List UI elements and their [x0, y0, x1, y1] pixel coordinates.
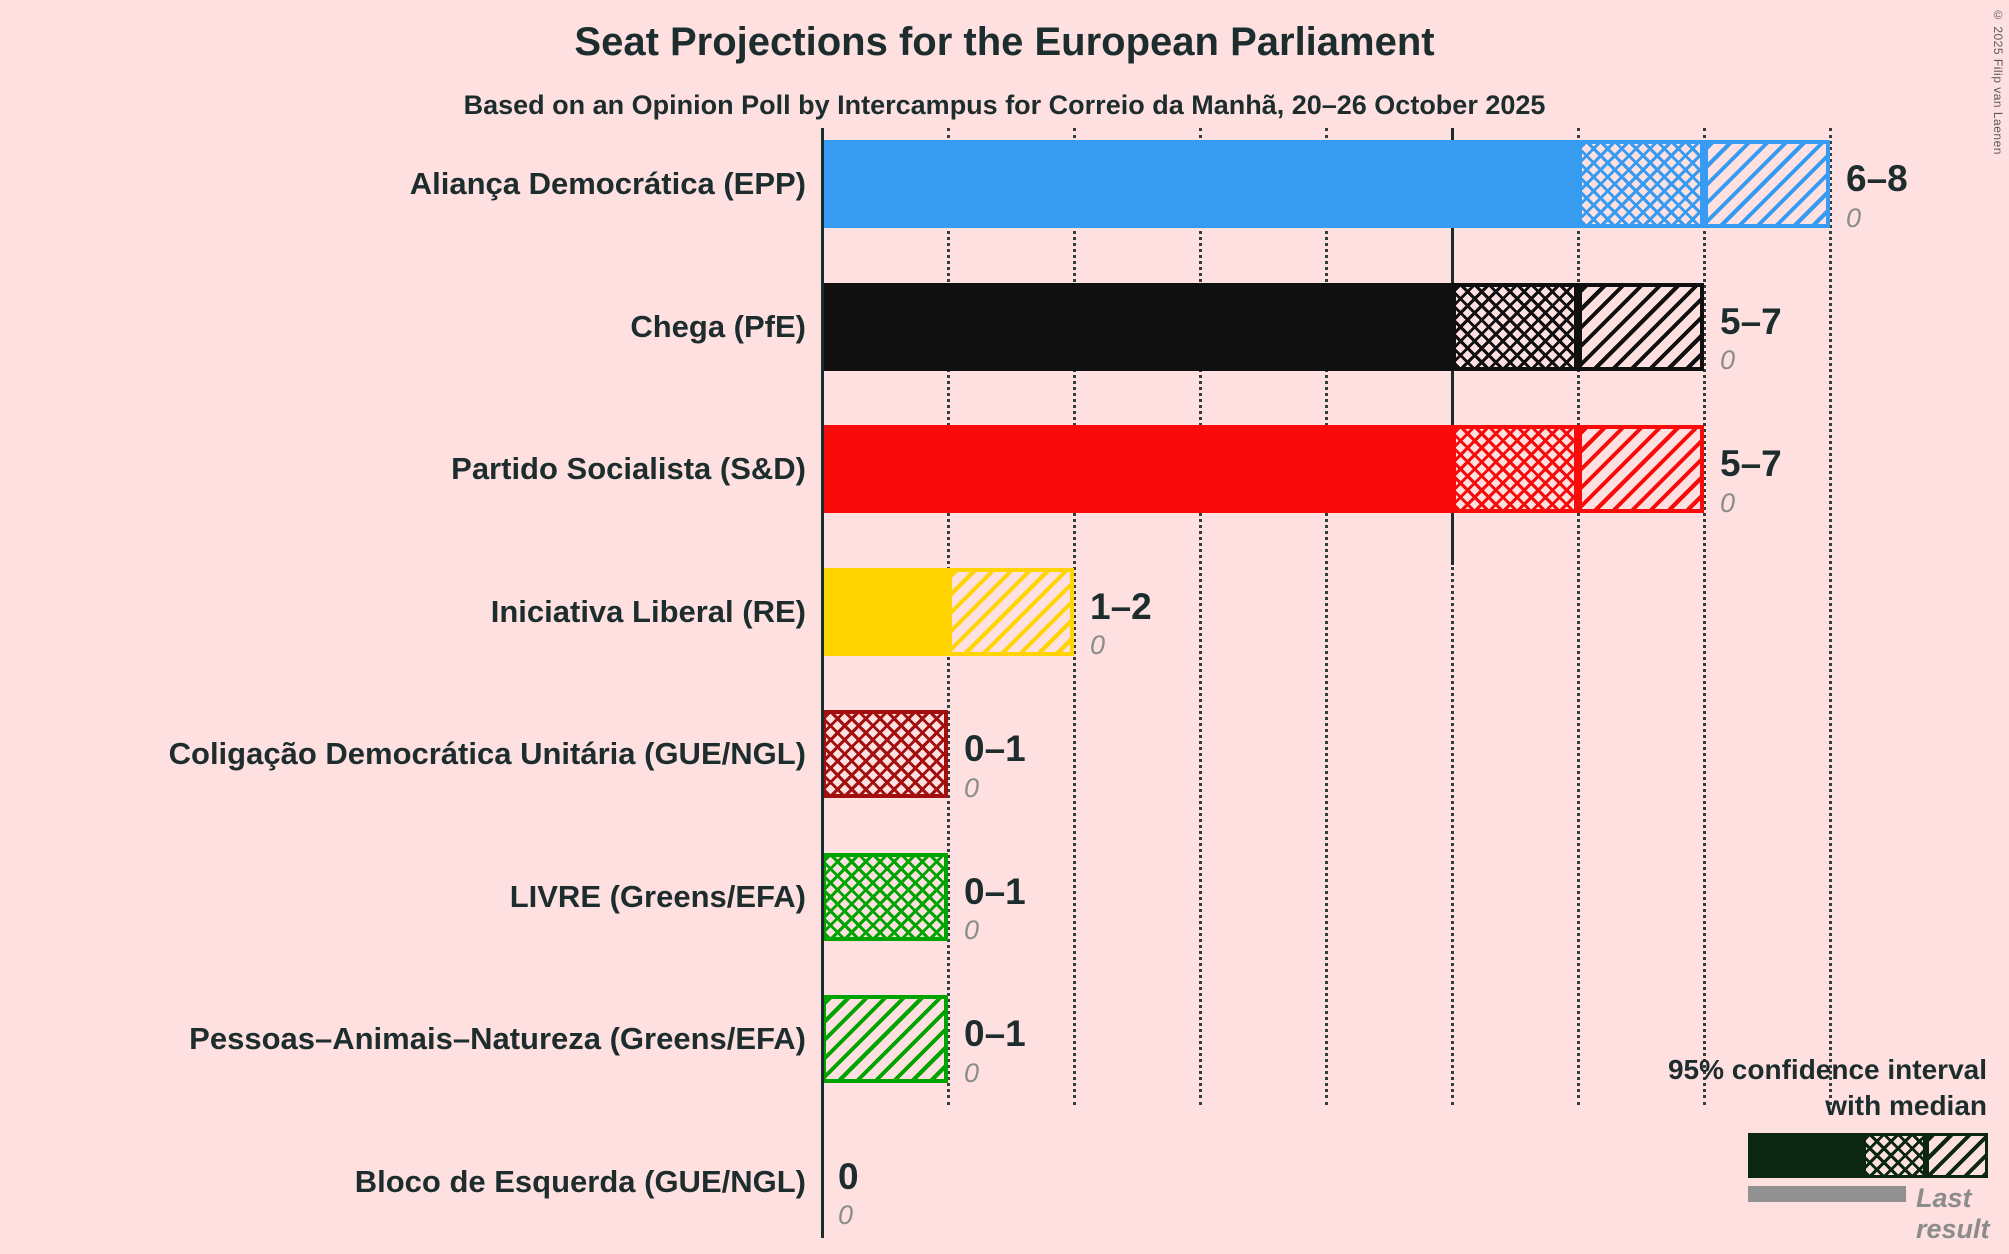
ci-range-label: 0–1 — [964, 728, 1026, 769]
gridline-seat-5 — [1450, 128, 1454, 1105]
legend-ci-label: 95% confidence interval with median — [1668, 1052, 1987, 1124]
chart-subtitle: Based on an Opinion Poll by Intercampus … — [463, 90, 1546, 120]
party-label: Partido Socialista (S&D) — [451, 451, 806, 486]
bar-solid — [822, 567, 948, 656]
ci-range-label: 0 — [838, 1155, 859, 1197]
party-label: Coligação Democrática Unitária (GUE/NGL) — [168, 736, 806, 771]
last-result-value: 0 — [838, 1200, 854, 1231]
bar-solid — [822, 140, 1578, 228]
bar-solid — [822, 282, 1452, 371]
party-label: Pessoas–Animais–Natureza (Greens/EFA) — [189, 1021, 806, 1056]
ci-range-label: 6–8 — [1846, 158, 1908, 199]
last-result-value: 0 — [964, 1057, 980, 1088]
value-label: 6–8 0 — [1846, 140, 1908, 232]
value-label: 1–2 0 — [1090, 568, 1152, 660]
ci-range-label: 5–7 — [1720, 300, 1782, 342]
chart-title: Seat Projections for the European Parlia… — [574, 20, 1435, 64]
bar-diagonal — [948, 567, 1074, 656]
chart-row-3: Partido Socialista (S&D) 5–7 0 — [0, 425, 2009, 516]
last-result-value: 0 — [1846, 202, 1862, 233]
last-result-value: 0 — [964, 772, 980, 803]
bar-diagonal — [822, 995, 948, 1083]
legend-crosshatch-sample — [1863, 1133, 1926, 1178]
legend-ci-line1: 95% confidence interval — [1667, 1054, 1987, 1085]
chart-row-2: Chega (PfE) 5–7 0 — [0, 282, 2009, 374]
chart-row-1: Aliança Democrática (EPP) 6–8 0 — [0, 140, 2009, 231]
gridline-seat-6 — [1576, 128, 1580, 1105]
copyright-notice: © 2025 Filip van Laenen — [1991, 8, 2005, 155]
gridline-seat-3 — [1198, 128, 1202, 1105]
value-label: 5–7 0 — [1720, 283, 1782, 375]
y-axis — [820, 128, 824, 1238]
legend-solid-sample — [1748, 1133, 1863, 1178]
party-label: LIVRE (Greens/EFA) — [509, 878, 806, 914]
last-result-value: 0 — [964, 915, 980, 946]
last-result-value: 0 — [1090, 630, 1106, 661]
bar-diagonal — [1578, 425, 1704, 513]
bar-crosshatch — [822, 852, 948, 941]
legend-last-result-label: Last result — [1916, 1183, 1990, 1244]
legend-last-result-bar — [1748, 1186, 1906, 1202]
bar-solid — [822, 425, 1452, 513]
gridline-seat-4 — [1324, 128, 1328, 1105]
chart-row-5: Coligação Democrática Unitária (GUE/NGL)… — [0, 710, 2009, 801]
ci-range-label: 0–1 — [964, 1013, 1026, 1054]
ci-range-label: 5–7 — [1720, 443, 1782, 484]
value-label: 0–1 0 — [964, 995, 1026, 1087]
value-label: 0–1 0 — [964, 853, 1026, 945]
legend-ci-line2: with median — [1825, 1089, 1987, 1121]
bar-crosshatch — [822, 710, 948, 798]
party-label: Iniciativa Liberal (RE) — [490, 593, 806, 629]
party-label: Bloco de Esquerda (GUE/NGL) — [354, 1163, 806, 1199]
legend-diagonal-sample — [1925, 1133, 1988, 1178]
value-label: 5–7 0 — [1720, 425, 1782, 517]
party-label: Aliança Democrática (EPP) — [409, 166, 806, 201]
last-result-value: 0 — [1720, 487, 1736, 518]
bar-diagonal — [1578, 282, 1704, 371]
gridline-seat-7 — [1702, 128, 1706, 1105]
bar-diagonal — [1704, 140, 1830, 228]
chart-row-8: Bloco de Esquerda (GUE/NGL) 0 0 — [0, 1138, 2009, 1229]
bar-crosshatch — [1452, 282, 1578, 371]
bar-crosshatch — [1452, 425, 1578, 513]
chart-row-4: Iniciativa Liberal (RE) 1–2 0 — [0, 567, 2009, 659]
value-label: 0–1 0 — [964, 710, 1026, 802]
bar-crosshatch — [1578, 140, 1704, 228]
ci-range-label: 0–1 — [964, 870, 1026, 912]
last-result-value: 0 — [1720, 345, 1736, 376]
chart-row-6: LIVRE (Greens/EFA) 0–1 0 — [0, 852, 2009, 944]
gridline-seat-8 — [1828, 128, 1832, 1105]
legend-ci-sample-bar — [1748, 1133, 1988, 1178]
party-label: Chega (PfE) — [630, 308, 806, 344]
ci-range-label: 1–2 — [1090, 585, 1152, 627]
chart-row-7: Pessoas–Animais–Natureza (Greens/EFA) 0–1… — [0, 995, 2009, 1086]
gridline-seat-2 — [1072, 128, 1076, 1105]
